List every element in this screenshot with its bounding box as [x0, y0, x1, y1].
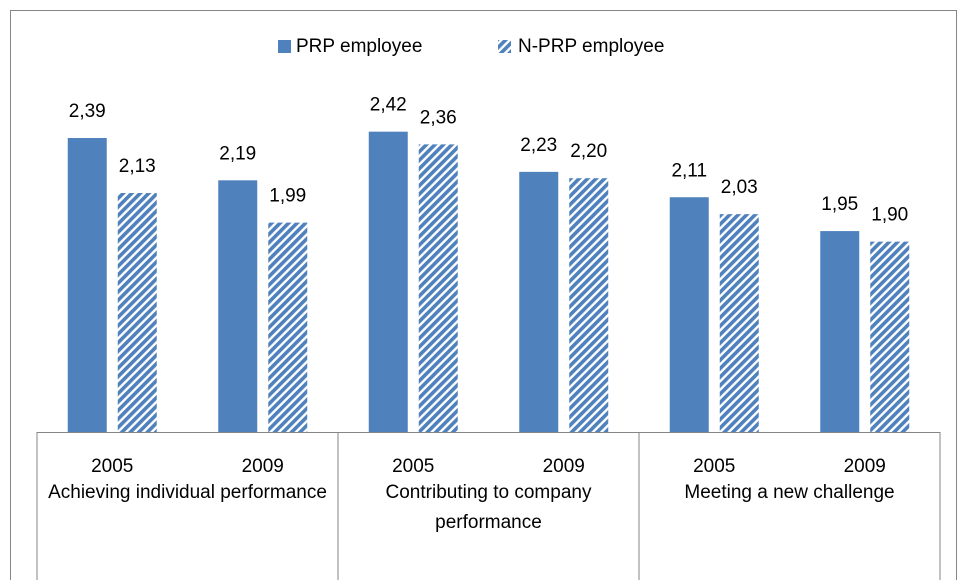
bar — [669, 197, 709, 432]
chart-frame — [10, 10, 957, 580]
data-label: 2,03 — [721, 177, 758, 198]
x-tick-label: 2005 — [91, 456, 133, 477]
x-tick-label: 2009 — [844, 456, 886, 477]
data-label: 2,11 — [671, 160, 707, 181]
legend-swatch — [498, 40, 511, 53]
x-tick-label: 2009 — [543, 456, 585, 477]
bar — [268, 222, 308, 432]
data-label: 1,95 — [821, 194, 858, 215]
x-tick-label: 2009 — [242, 456, 284, 477]
legend-label: PRP employee — [296, 36, 422, 57]
data-label: 1,99 — [269, 186, 306, 207]
bar — [870, 241, 910, 432]
bar — [418, 144, 458, 433]
legend-swatch — [278, 40, 291, 53]
data-label: 1,90 — [871, 205, 908, 226]
data-label: 2,36 — [420, 107, 457, 128]
bar — [519, 171, 559, 433]
data-label: 2,42 — [370, 95, 407, 116]
bar — [117, 193, 157, 432]
data-label: 2,19 — [219, 143, 256, 164]
legend-label: N-PRP employee — [518, 36, 664, 57]
data-label: 2,39 — [69, 101, 106, 122]
x-tick-label: 2005 — [693, 456, 735, 477]
data-label: 2,20 — [570, 141, 607, 162]
bar — [368, 131, 408, 433]
group-label: Contributing to company performance — [385, 482, 592, 533]
bar — [569, 178, 609, 432]
bar — [719, 214, 759, 432]
bar — [820, 231, 860, 432]
group-label: Meeting a new challenge — [684, 482, 895, 503]
x-tick-label: 2005 — [392, 456, 434, 477]
data-label: 2,23 — [520, 135, 557, 156]
data-label: 2,13 — [119, 156, 156, 177]
bar — [218, 180, 258, 432]
bar — [67, 138, 107, 432]
group-label: Achieving individual performance — [48, 482, 327, 503]
